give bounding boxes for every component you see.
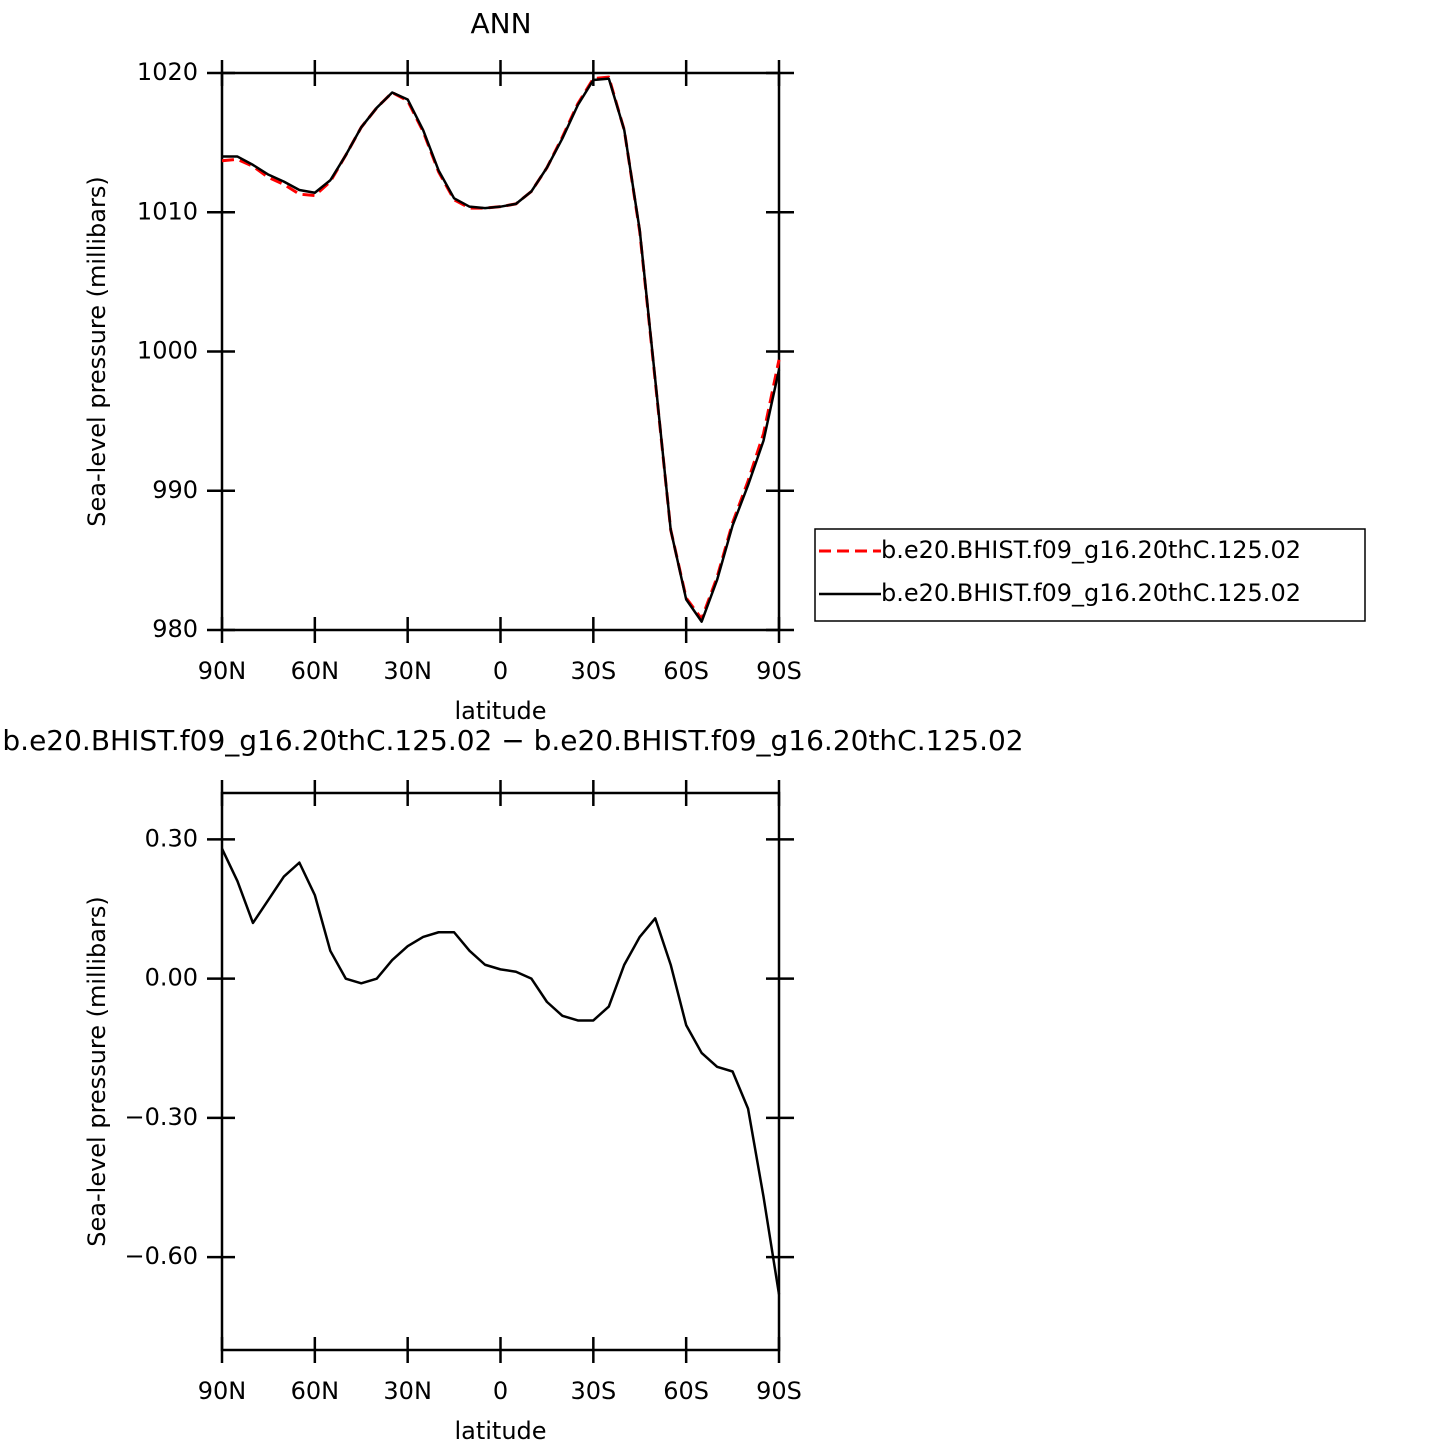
y-tick-label: 1000: [137, 337, 198, 365]
x-axis-label: latitude: [454, 697, 546, 725]
y-tick-label: 1020: [137, 58, 198, 86]
x-tick-label: 30N: [383, 1377, 432, 1405]
y-tick-label: 990: [152, 476, 198, 504]
x-tick-label: 60S: [663, 1377, 709, 1405]
x-tick-label: 90N: [198, 657, 247, 685]
x-tick-label: 90N: [198, 1377, 247, 1405]
x-tick-label: 60N: [291, 1377, 340, 1405]
x-tick-label: 30S: [570, 657, 616, 685]
y-tick-label: 980: [152, 615, 198, 643]
chart-title: b.e20.BHIST.f09_g16.20thC.125.02 − b.e20…: [2, 724, 1023, 757]
x-tick-label: 90S: [756, 1377, 802, 1405]
legend-label: b.e20.BHIST.f09_g16.20thC.125.02: [881, 579, 1301, 607]
y-tick-label: 0.00: [145, 964, 198, 992]
x-tick-label: 60S: [663, 657, 709, 685]
y-tick-label: −0.60: [124, 1242, 198, 1270]
y-axis-label: Sea-level pressure (millibars): [83, 176, 111, 526]
x-tick-label: 90S: [756, 657, 802, 685]
x-tick-label: 60N: [291, 657, 340, 685]
y-tick-label: 0.30: [145, 824, 198, 852]
data-line: [222, 77, 781, 623]
x-tick-label: 30N: [383, 657, 432, 685]
y-tick-label: −0.30: [124, 1103, 198, 1131]
y-tick-label: 1010: [137, 197, 198, 225]
x-tick-label: 0: [493, 1377, 508, 1405]
x-tick-label: 0: [493, 657, 508, 685]
x-axis-label: latitude: [454, 1417, 546, 1445]
y-axis-label: Sea-level pressure (millibars): [83, 896, 111, 1246]
legend-label: b.e20.BHIST.f09_g16.20thC.125.02: [881, 536, 1301, 564]
chart-title: ANN: [470, 7, 531, 40]
plot-frame: [220, 71, 781, 632]
data-line: [221, 75, 781, 621]
x-tick-label: 30S: [570, 1377, 616, 1405]
legend-box: [814, 528, 1366, 622]
data-line: [220, 848, 781, 1295]
